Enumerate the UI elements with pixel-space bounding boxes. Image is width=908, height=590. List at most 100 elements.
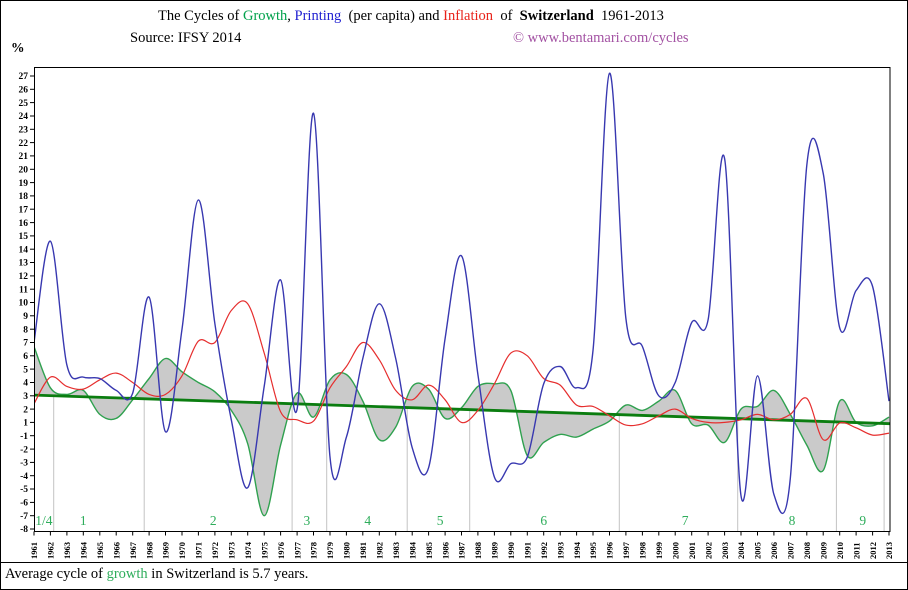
cycle-label: 4	[364, 513, 371, 528]
x-tick-label: 2009	[818, 542, 828, 559]
y-tick-label: 27	[19, 72, 29, 82]
x-tick-label: 1966	[111, 542, 121, 559]
y-tick-label: 20	[19, 166, 29, 176]
y-tick-label: 5	[23, 365, 28, 375]
y-tick-label: 9	[23, 312, 28, 322]
y-tick-label: 24	[19, 112, 29, 122]
x-tick-label: 1968	[144, 542, 154, 559]
growth-trend-fill	[34, 347, 889, 516]
y-tick-label: 15	[19, 232, 29, 242]
title-segment: Growth	[242, 8, 288, 24]
y-tick-label: -4	[20, 472, 28, 482]
title-segment: of	[493, 8, 520, 24]
x-tick-label: 1999	[654, 542, 664, 559]
y-axis-labels: 2726252423222120191817161514131211109876…	[19, 72, 35, 535]
x-tick-label: 1996	[605, 542, 615, 559]
x-tick-label: 1977	[292, 541, 302, 559]
y-tick-label: 6	[23, 352, 28, 362]
caption-segment: in Switzerland is 5.7 years.	[147, 566, 309, 582]
x-tick-label: 2013	[884, 542, 894, 559]
x-tick-label: 1969	[161, 542, 171, 559]
y-tick-label: -3	[20, 459, 28, 469]
y-tick-label: 2	[23, 405, 28, 415]
x-tick-label: 1994	[572, 541, 582, 559]
y-tick-label: 11	[19, 285, 28, 295]
x-tick-label: 1981	[358, 542, 368, 559]
y-tick-label: 23	[19, 126, 29, 136]
x-tick-label: 1976	[276, 542, 286, 559]
title-segment: ,	[287, 8, 295, 24]
y-tick-label: -2	[20, 445, 28, 455]
x-tick-label: 1982	[375, 542, 385, 559]
y-tick-label: -1	[20, 432, 28, 442]
x-tick-label: 1971	[194, 542, 204, 559]
x-tick-label: 1975	[259, 542, 269, 559]
y-tick-label: 7	[23, 339, 28, 349]
title-segment: 1961-2013	[593, 8, 664, 24]
title-segment: Printing	[294, 8, 342, 24]
x-tick-label: 1991	[523, 542, 533, 559]
y-tick-label: -7	[20, 512, 28, 522]
x-tick-label: 2003	[720, 542, 730, 559]
watermark-link[interactable]: © www.bentamari.com/cycles	[513, 30, 689, 46]
y-tick-label: 8	[23, 325, 28, 335]
title-segment: The Cycles of	[158, 8, 243, 24]
title-segment: Inflation	[443, 8, 494, 24]
y-tick-label: 17	[19, 205, 29, 215]
caption-segment: growth	[106, 566, 148, 582]
cycle-label: 6	[540, 513, 547, 528]
cycle-label: 3	[304, 513, 311, 528]
x-tick-label: 1964	[79, 541, 89, 559]
x-tick-label: 2008	[802, 542, 812, 559]
chart-title: The Cycles of Growth, Printing (per capi…	[158, 8, 664, 25]
caption-segment: Average cycle of	[5, 566, 107, 582]
x-tick-label: 1970	[177, 542, 187, 559]
cycle-label: 9	[859, 513, 866, 528]
x-tick-label: 1961	[29, 542, 39, 559]
y-tick-label: 10	[19, 299, 29, 309]
x-tick-label: 2005	[753, 542, 763, 559]
title-segment: (per capita) and	[341, 8, 444, 24]
x-tick-label: 1986	[440, 542, 450, 559]
y-tick-label: 19	[19, 179, 29, 189]
inflation-line	[34, 300, 890, 441]
x-tick-label: 1972	[210, 542, 220, 559]
y-tick-label: -6	[20, 499, 28, 509]
x-tick-label: 2007	[786, 541, 796, 559]
y-tick-label: 18	[19, 192, 29, 202]
x-tick-label: 2000	[670, 542, 680, 559]
x-tick-label: 1980	[342, 542, 352, 559]
chart-source: Source: IFSY 2014	[130, 30, 242, 46]
title-segment: Switzerland	[519, 8, 594, 24]
y-tick-label: 16	[19, 219, 29, 229]
x-tick-label: 1987	[457, 541, 467, 559]
x-tick-label: 1974	[243, 541, 253, 559]
y-tick-label: 12	[19, 272, 29, 282]
cycle-label: 8	[789, 513, 796, 528]
cycle-label: 1/4	[35, 513, 53, 528]
x-tick-label: 1962	[46, 542, 56, 559]
y-tick-label: 21	[19, 152, 29, 162]
x-tick-label: 1978	[309, 542, 319, 559]
x-tick-label: 2011	[851, 542, 861, 559]
cycle-boundary-lines	[53, 395, 885, 532]
x-tick-label: 1973	[227, 542, 237, 559]
x-tick-label: 2012	[868, 542, 878, 559]
y-tick-label: 4	[23, 379, 28, 389]
x-tick-label: 1988	[473, 542, 483, 559]
growth-line	[34, 346, 890, 517]
printing-line	[34, 72, 890, 515]
y-tick-label: -8	[20, 525, 28, 535]
x-tick-label: 1997	[621, 541, 631, 559]
x-tick-label: 1979	[325, 542, 335, 559]
y-tick-label: 25	[19, 99, 29, 109]
x-axis-labels: 1961 1962 1963 1964 1965 1966 1967 1968 1969 1970…	[29, 531, 894, 559]
y-tick-label: 1	[23, 419, 28, 429]
x-tick-label: 1967	[128, 541, 138, 559]
chart-panel: % 27 26 25 24 23 22 21 20 19 18 17 16 15 14 13 12 11 10 9 8 7…	[1, 1, 907, 563]
x-tick-label: 1992	[539, 542, 549, 559]
x-tick-label: 2001	[687, 542, 697, 559]
x-tick-label: 1998	[638, 542, 648, 559]
x-tick-label: 1963	[62, 542, 72, 559]
x-tick-label: 1965	[95, 542, 105, 559]
